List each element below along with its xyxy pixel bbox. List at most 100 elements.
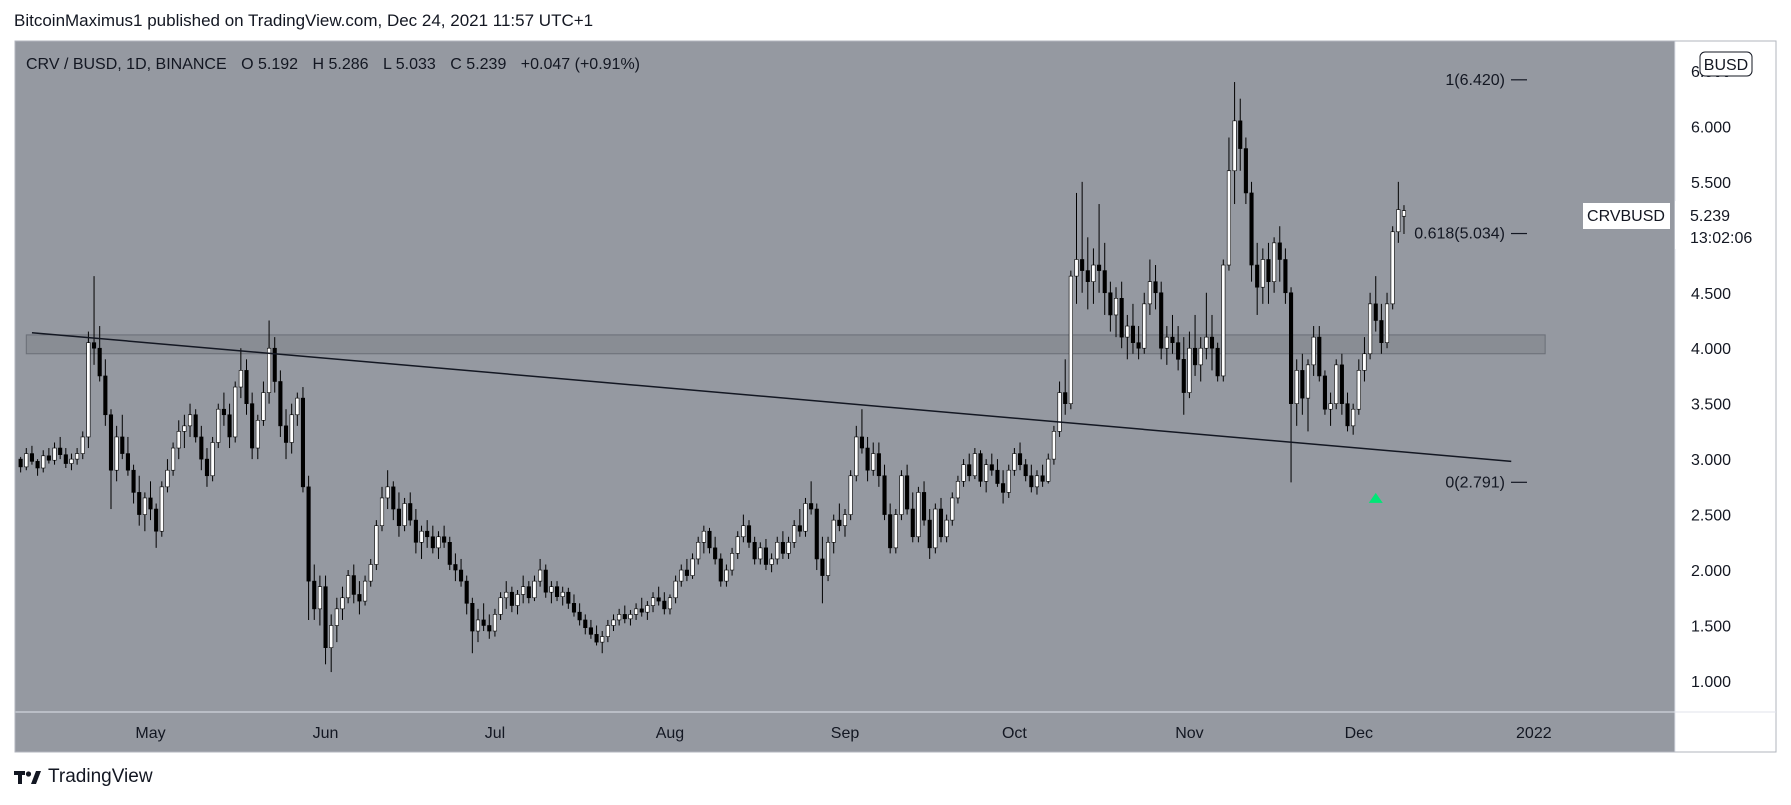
candle-down	[131, 469, 136, 493]
candle-down	[425, 530, 430, 538]
candle-up	[803, 503, 808, 532]
x-tick-label: Dec	[1345, 725, 1373, 742]
candle-up	[1147, 281, 1152, 305]
candle-up	[1198, 347, 1203, 366]
candle-up	[1012, 453, 1017, 471]
candle-up	[216, 408, 221, 443]
plot-area[interactable]	[15, 41, 1675, 712]
candle-down	[1238, 120, 1243, 149]
candle-down	[154, 508, 159, 532]
candle-up	[238, 370, 243, 388]
candle-down	[1097, 264, 1102, 271]
x-ticks-layer: May Jun Jul Aug Sep Oct Nov Dec 2022	[135, 725, 1551, 742]
legend-change: +0.047 (+0.91%)	[521, 56, 640, 73]
candle-up	[605, 625, 610, 637]
candle-down	[639, 608, 644, 613]
candle-up	[984, 464, 989, 482]
candle-up	[741, 525, 746, 538]
candle-up	[950, 497, 955, 521]
currency-badge-label: BUSD	[1704, 57, 1748, 74]
candle-up	[1226, 170, 1231, 266]
candle-up	[69, 458, 74, 464]
candle-up	[1034, 475, 1040, 488]
candles-layer	[18, 82, 1407, 673]
candle-down	[63, 454, 68, 464]
candle-down	[244, 370, 249, 404]
candle-down	[1181, 359, 1186, 393]
y-tick-label: 5.500	[1691, 175, 1731, 192]
candle-up	[628, 614, 633, 620]
candle-down	[470, 603, 475, 632]
signal-up-arrow-icon	[1368, 492, 1383, 503]
candle-up	[1046, 458, 1051, 482]
candle-down	[1040, 475, 1045, 482]
candle-up	[75, 453, 80, 460]
candle-down	[137, 492, 142, 515]
candle-down	[1283, 259, 1288, 294]
candle-down	[459, 569, 464, 582]
candle-up	[848, 475, 853, 515]
currency-badge[interactable]: BUSD	[1699, 51, 1753, 77]
candle-down	[814, 508, 819, 560]
candle-down	[413, 519, 418, 543]
candle-down	[1277, 242, 1282, 260]
candle-up	[492, 614, 497, 632]
candle-down	[1215, 347, 1220, 377]
candle-down	[35, 461, 40, 469]
candle-down	[1243, 148, 1248, 194]
fib-level-label: 0.618(5.034)	[1414, 226, 1505, 243]
candle-down	[278, 381, 283, 427]
y-tick-label: 3.000	[1691, 452, 1731, 469]
x-tick-label: May	[135, 725, 165, 742]
candle-down	[29, 453, 34, 462]
legend-low-value: 5.033	[396, 56, 436, 73]
y-tick-label: 1.500	[1691, 618, 1731, 635]
candle-down	[464, 580, 469, 604]
x-tick-label: Oct	[1002, 725, 1027, 742]
candle-down	[763, 547, 769, 565]
candle-up	[775, 542, 780, 560]
y-tick-label: 2.000	[1691, 563, 1731, 580]
time-axis[interactable]	[15, 712, 1675, 752]
candle-down	[797, 525, 802, 532]
candle-down	[1080, 259, 1085, 271]
candle-up	[1057, 392, 1062, 432]
candle-up	[295, 397, 300, 416]
candle-up	[475, 619, 481, 632]
candle-down	[300, 397, 306, 488]
candle-up	[549, 586, 554, 593]
candle-up	[41, 455, 46, 469]
candle-up	[1006, 469, 1011, 493]
candle-down	[1266, 259, 1271, 282]
y-tick-label: 1.000	[1691, 674, 1731, 691]
trendline-layer	[31, 331, 1512, 463]
candle-up	[329, 625, 334, 648]
candle-up	[1164, 336, 1169, 349]
candle-down	[780, 542, 785, 554]
candle-up	[1142, 303, 1147, 349]
candle-down	[921, 492, 927, 521]
candle-up	[842, 514, 848, 526]
candle-down	[820, 558, 825, 576]
candle-up	[346, 575, 351, 599]
candle-up	[1334, 364, 1339, 404]
price-tag-countdown: 13:02:06	[1690, 230, 1752, 247]
tradingview-footer[interactable]: TradingView	[14, 766, 153, 788]
candle-up	[769, 558, 774, 565]
candle-up	[1187, 347, 1192, 393]
candle-up	[916, 492, 921, 538]
candle-up	[831, 519, 836, 543]
candle-up	[289, 414, 294, 443]
candle-down	[193, 414, 198, 438]
price-axis[interactable]	[1675, 41, 1776, 752]
candle-up	[340, 597, 345, 610]
candle-up	[724, 569, 729, 582]
legend-close-value: 5.239	[466, 56, 506, 73]
candle-up	[1356, 370, 1361, 410]
candle-down	[713, 547, 718, 560]
candle-down	[571, 603, 577, 613]
candle-down	[447, 542, 452, 565]
candle-down	[526, 586, 531, 599]
candle-up	[1311, 336, 1316, 366]
